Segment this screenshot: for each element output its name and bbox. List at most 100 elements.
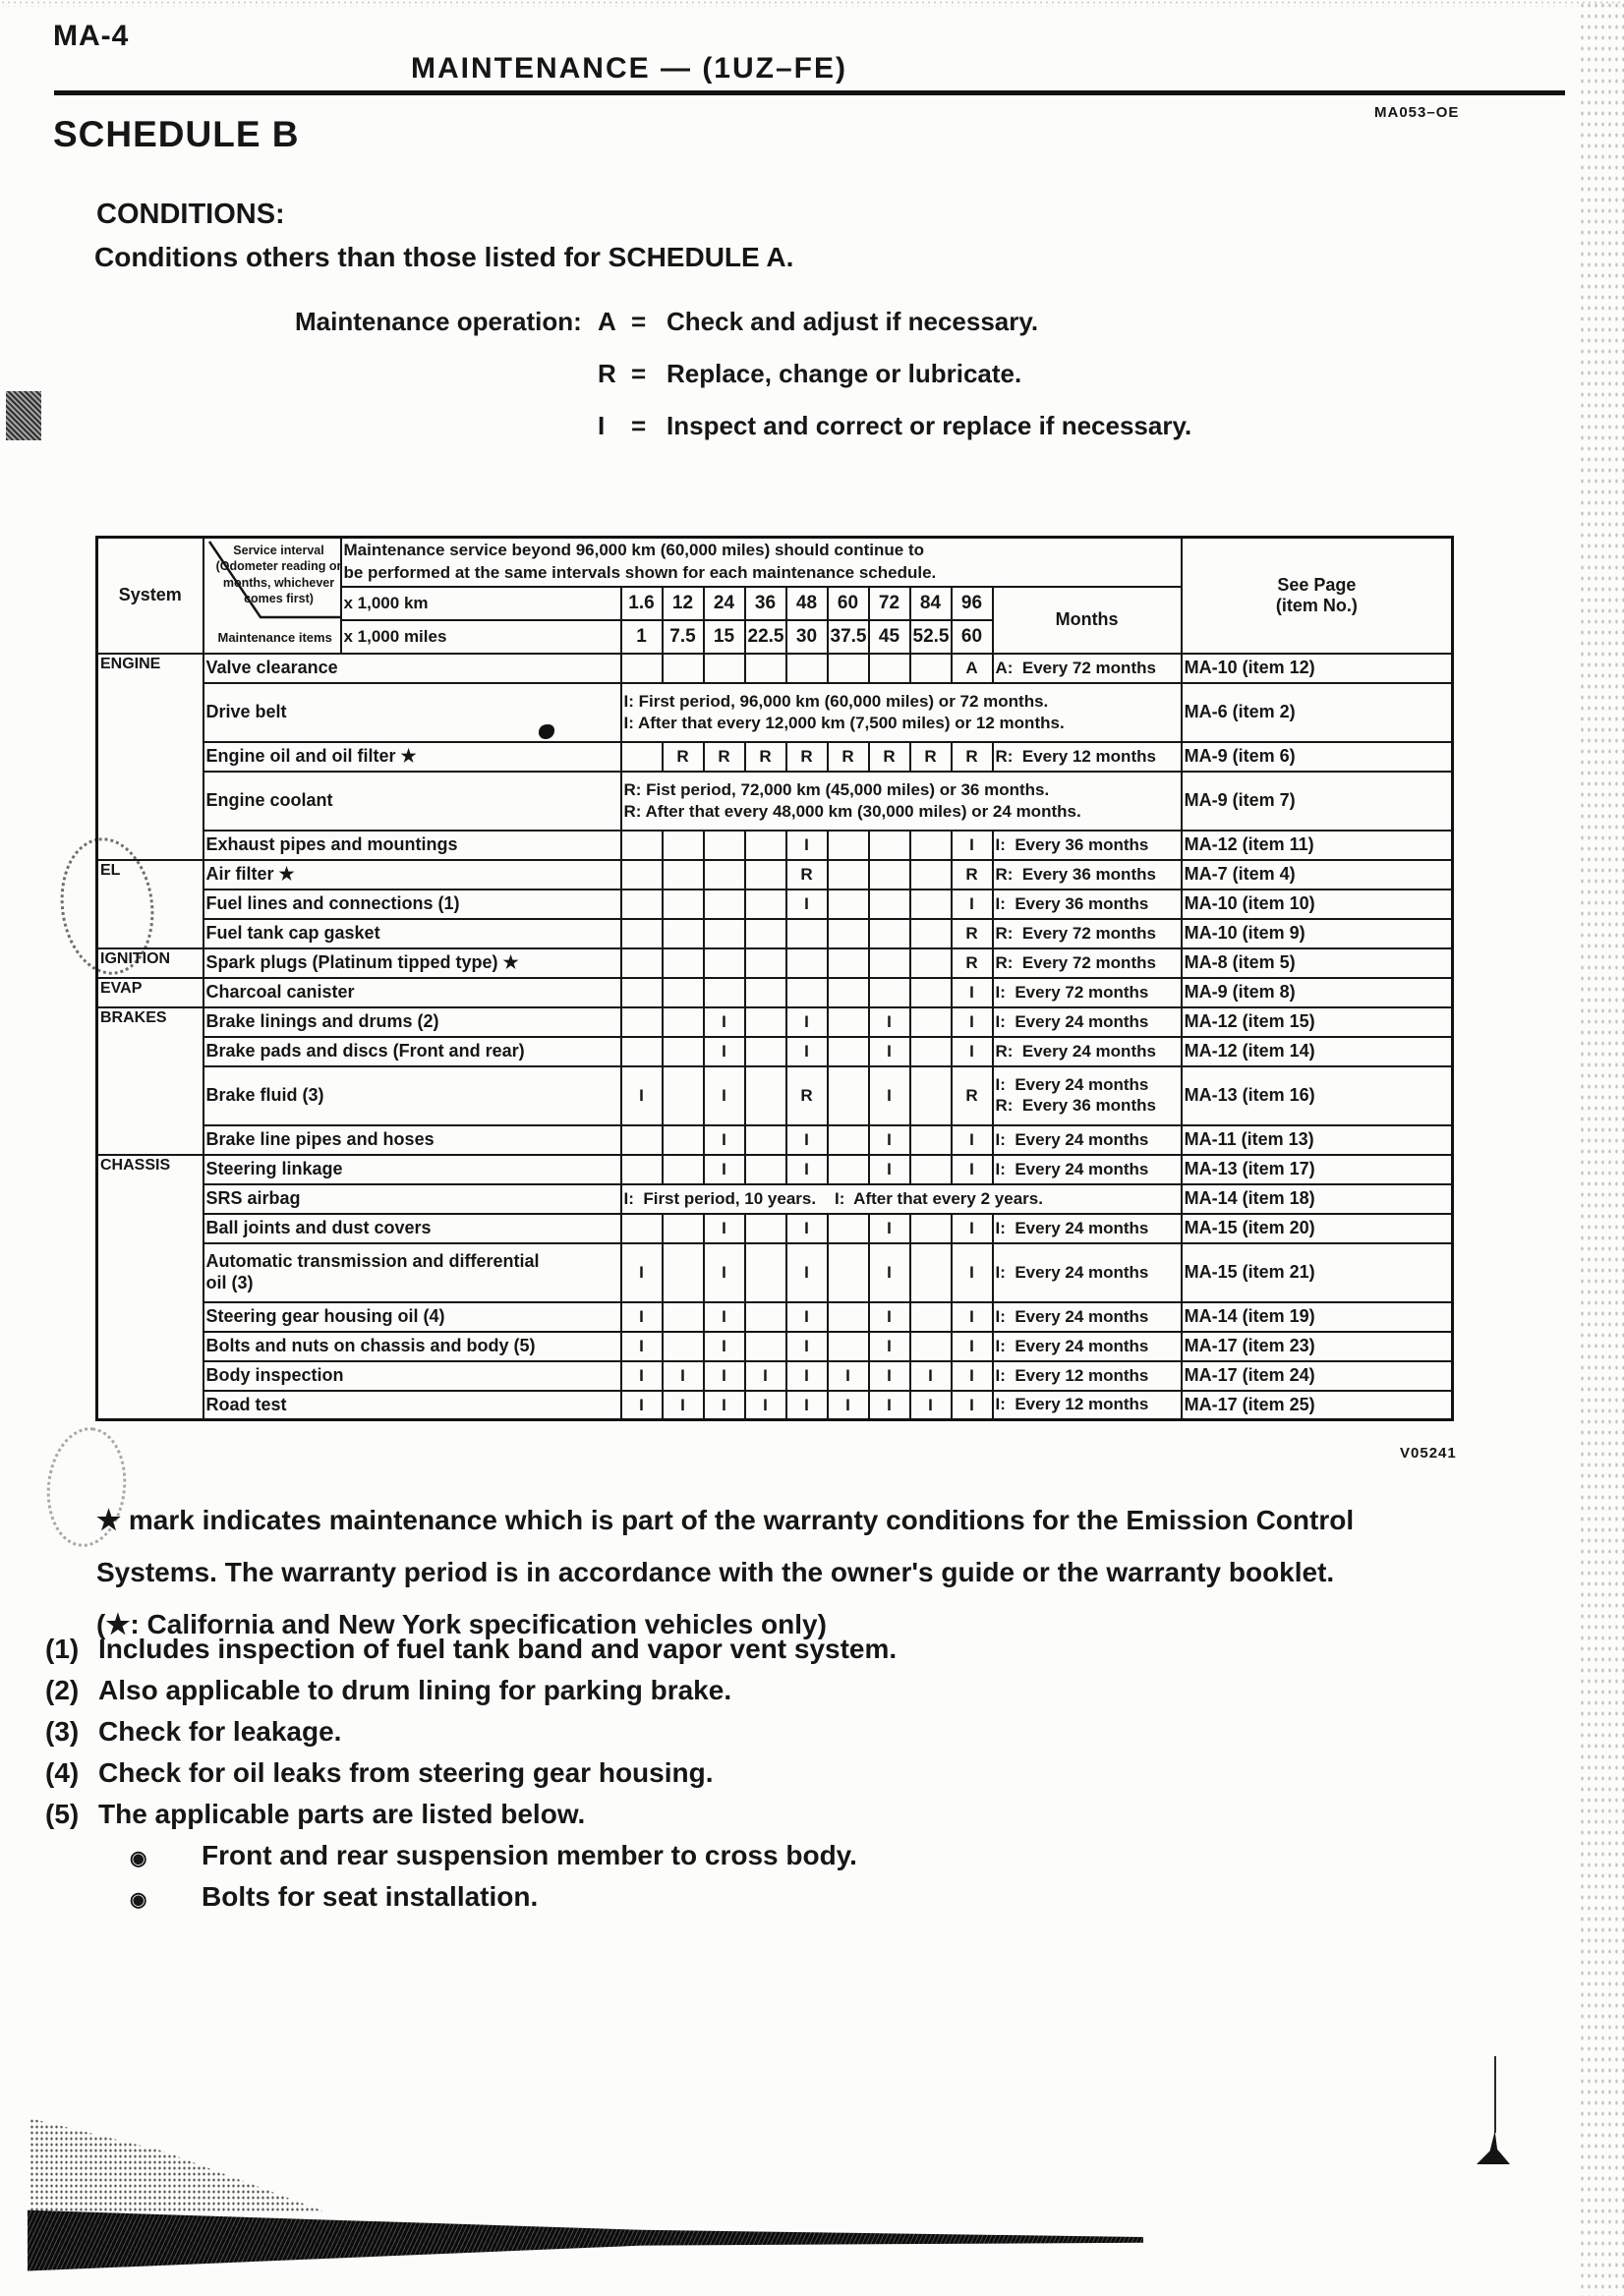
footnote-text: Also applicable to drum lining for parki… — [98, 1675, 732, 1705]
table-header-see-page: See Page (item No.) — [1180, 536, 1454, 655]
item-cell: Bolts and nuts on chassis and body (5) — [202, 1330, 622, 1362]
mark-cell — [743, 1330, 787, 1362]
scan-artifact-left-smudge — [6, 391, 41, 440]
legend-entry-replace: R = Replace, change or lubricate. — [598, 359, 1021, 389]
diagonal-line — [207, 541, 341, 619]
mark-cell: I — [908, 1359, 953, 1392]
months-cell: R: Every 72 months — [991, 917, 1183, 949]
mark-cell — [908, 1241, 953, 1303]
mark-cell: I — [950, 1212, 994, 1244]
mark-cell: I — [619, 1064, 664, 1126]
page-cell: MA-15 (item 20) — [1180, 1212, 1454, 1244]
system-cell: EVAP — [95, 976, 204, 1008]
mark-cell — [743, 1005, 787, 1038]
service-interval-label: Service interval (Odometer reading or mo… — [215, 544, 342, 605]
months-cell: I: Every 24 months — [991, 1212, 1183, 1244]
warranty-star-note: ★ mark indicates maintenance which is pa… — [96, 1505, 1355, 1639]
mark-cell: I — [743, 1389, 787, 1421]
mark-cell: I — [702, 1330, 746, 1362]
mark-cell: I — [784, 829, 829, 861]
mark-cell — [743, 976, 787, 1008]
mark-cell — [908, 1212, 953, 1244]
mark-cell: I — [867, 1064, 911, 1126]
km-label: x 1,000 km — [339, 585, 622, 621]
item-cell: Valve clearance — [202, 652, 622, 684]
footnote-text: The applicable parts are listed below. — [98, 1799, 586, 1829]
item-cell: Spark plugs (Platinum tipped type) ★ — [202, 947, 622, 979]
mark-cell — [702, 888, 746, 920]
mark-cell — [826, 976, 870, 1008]
conditions-text: Conditions others than those listed for … — [94, 242, 794, 272]
mark-cell — [826, 829, 870, 861]
mark-cell: I — [867, 1035, 911, 1067]
mark-cell: R — [702, 740, 746, 773]
equals-sign: = — [631, 307, 647, 336]
mark-cell: I — [867, 1005, 911, 1038]
months-cell: I: Every 24 months — [991, 1005, 1183, 1038]
footnote-number: (1) — [45, 1634, 80, 1664]
mark-cell: I — [867, 1389, 911, 1421]
mark-cell: I — [867, 1212, 911, 1244]
page-cell: MA-8 (item 5) — [1180, 947, 1454, 979]
mark-cell — [743, 1212, 787, 1244]
page-cell: MA-17 (item 25) — [1180, 1389, 1454, 1421]
mark-cell — [619, 829, 664, 861]
km-tick: 24 — [702, 585, 746, 621]
mark-cell — [908, 1064, 953, 1126]
legend-meaning: Check and adjust if necessary. — [667, 307, 1039, 336]
mark-cell — [908, 1300, 953, 1333]
mark-cell — [743, 1153, 787, 1185]
mark-cell — [826, 1064, 870, 1126]
mark-cell — [743, 1035, 787, 1067]
footnote-number: (5) — [45, 1799, 80, 1829]
mark-cell — [619, 1212, 664, 1244]
item-cell: Drive belt — [202, 681, 622, 743]
mark-cell: R — [950, 858, 994, 890]
mark-cell — [867, 858, 911, 890]
system-cell: BRAKES — [95, 1005, 204, 1156]
mark-cell — [661, 1330, 705, 1362]
mark-cell: I — [661, 1359, 705, 1392]
item-cell: SRS airbag — [202, 1182, 622, 1215]
mark-cell — [826, 1241, 870, 1303]
miles-tick: 1 — [619, 618, 664, 655]
km-tick: 84 — [908, 585, 953, 621]
table-header-beyond-note: Maintenance service beyond 96,000 km (60… — [339, 536, 1183, 588]
mark-cell: I — [702, 1064, 746, 1126]
miles-tick: 22.5 — [743, 618, 787, 655]
mark-cell: I — [908, 1389, 953, 1421]
page-title: MAINTENANCE — (1UZ–FE) — [410, 52, 847, 85]
legend-entry-check: A = Check and adjust if necessary. — [598, 307, 1038, 337]
mark-cell: A — [950, 652, 994, 684]
title-rule — [54, 90, 1565, 95]
interval-note-cell: I: First period, 10 years. I: After that… — [619, 1182, 1183, 1215]
scan-artifact-top-edge — [0, 0, 1624, 7]
months-cell: I: Every 36 months — [991, 829, 1183, 861]
months-cell: I: Every 24 months R: Every 36 months — [991, 1064, 1183, 1126]
mark-cell: I — [784, 1330, 829, 1362]
mark-cell: I — [950, 829, 994, 861]
system-cell: EL — [95, 858, 204, 949]
mark-cell: I — [784, 1241, 829, 1303]
mark-cell — [867, 652, 911, 684]
mark-cell: R — [867, 740, 911, 773]
mark-cell: I — [826, 1359, 870, 1392]
mark-cell: I — [950, 888, 994, 920]
item-cell: Automatic transmission and differential … — [202, 1241, 622, 1303]
mark-cell — [619, 652, 664, 684]
maintenance-schedule-table: System Service interval (Odometer reading… — [95, 536, 1455, 1422]
page-cell: MA-11 (item 13) — [1180, 1123, 1454, 1156]
mark-cell — [619, 1005, 664, 1038]
mark-cell — [619, 888, 664, 920]
km-tick: 48 — [784, 585, 829, 621]
footnote-4: (4) Check for oil leaks from steering ge… — [0, 1757, 1624, 1799]
page-cell: MA-9 (item 6) — [1180, 740, 1454, 773]
mark-cell — [826, 1035, 870, 1067]
page-cell: MA-12 (item 11) — [1180, 829, 1454, 861]
footnote-number: (4) — [45, 1757, 80, 1788]
mark-cell — [908, 1005, 953, 1038]
item-cell: Engine coolant — [202, 770, 622, 832]
mark-cell: R — [661, 740, 705, 773]
mark-cell: I — [867, 1123, 911, 1156]
